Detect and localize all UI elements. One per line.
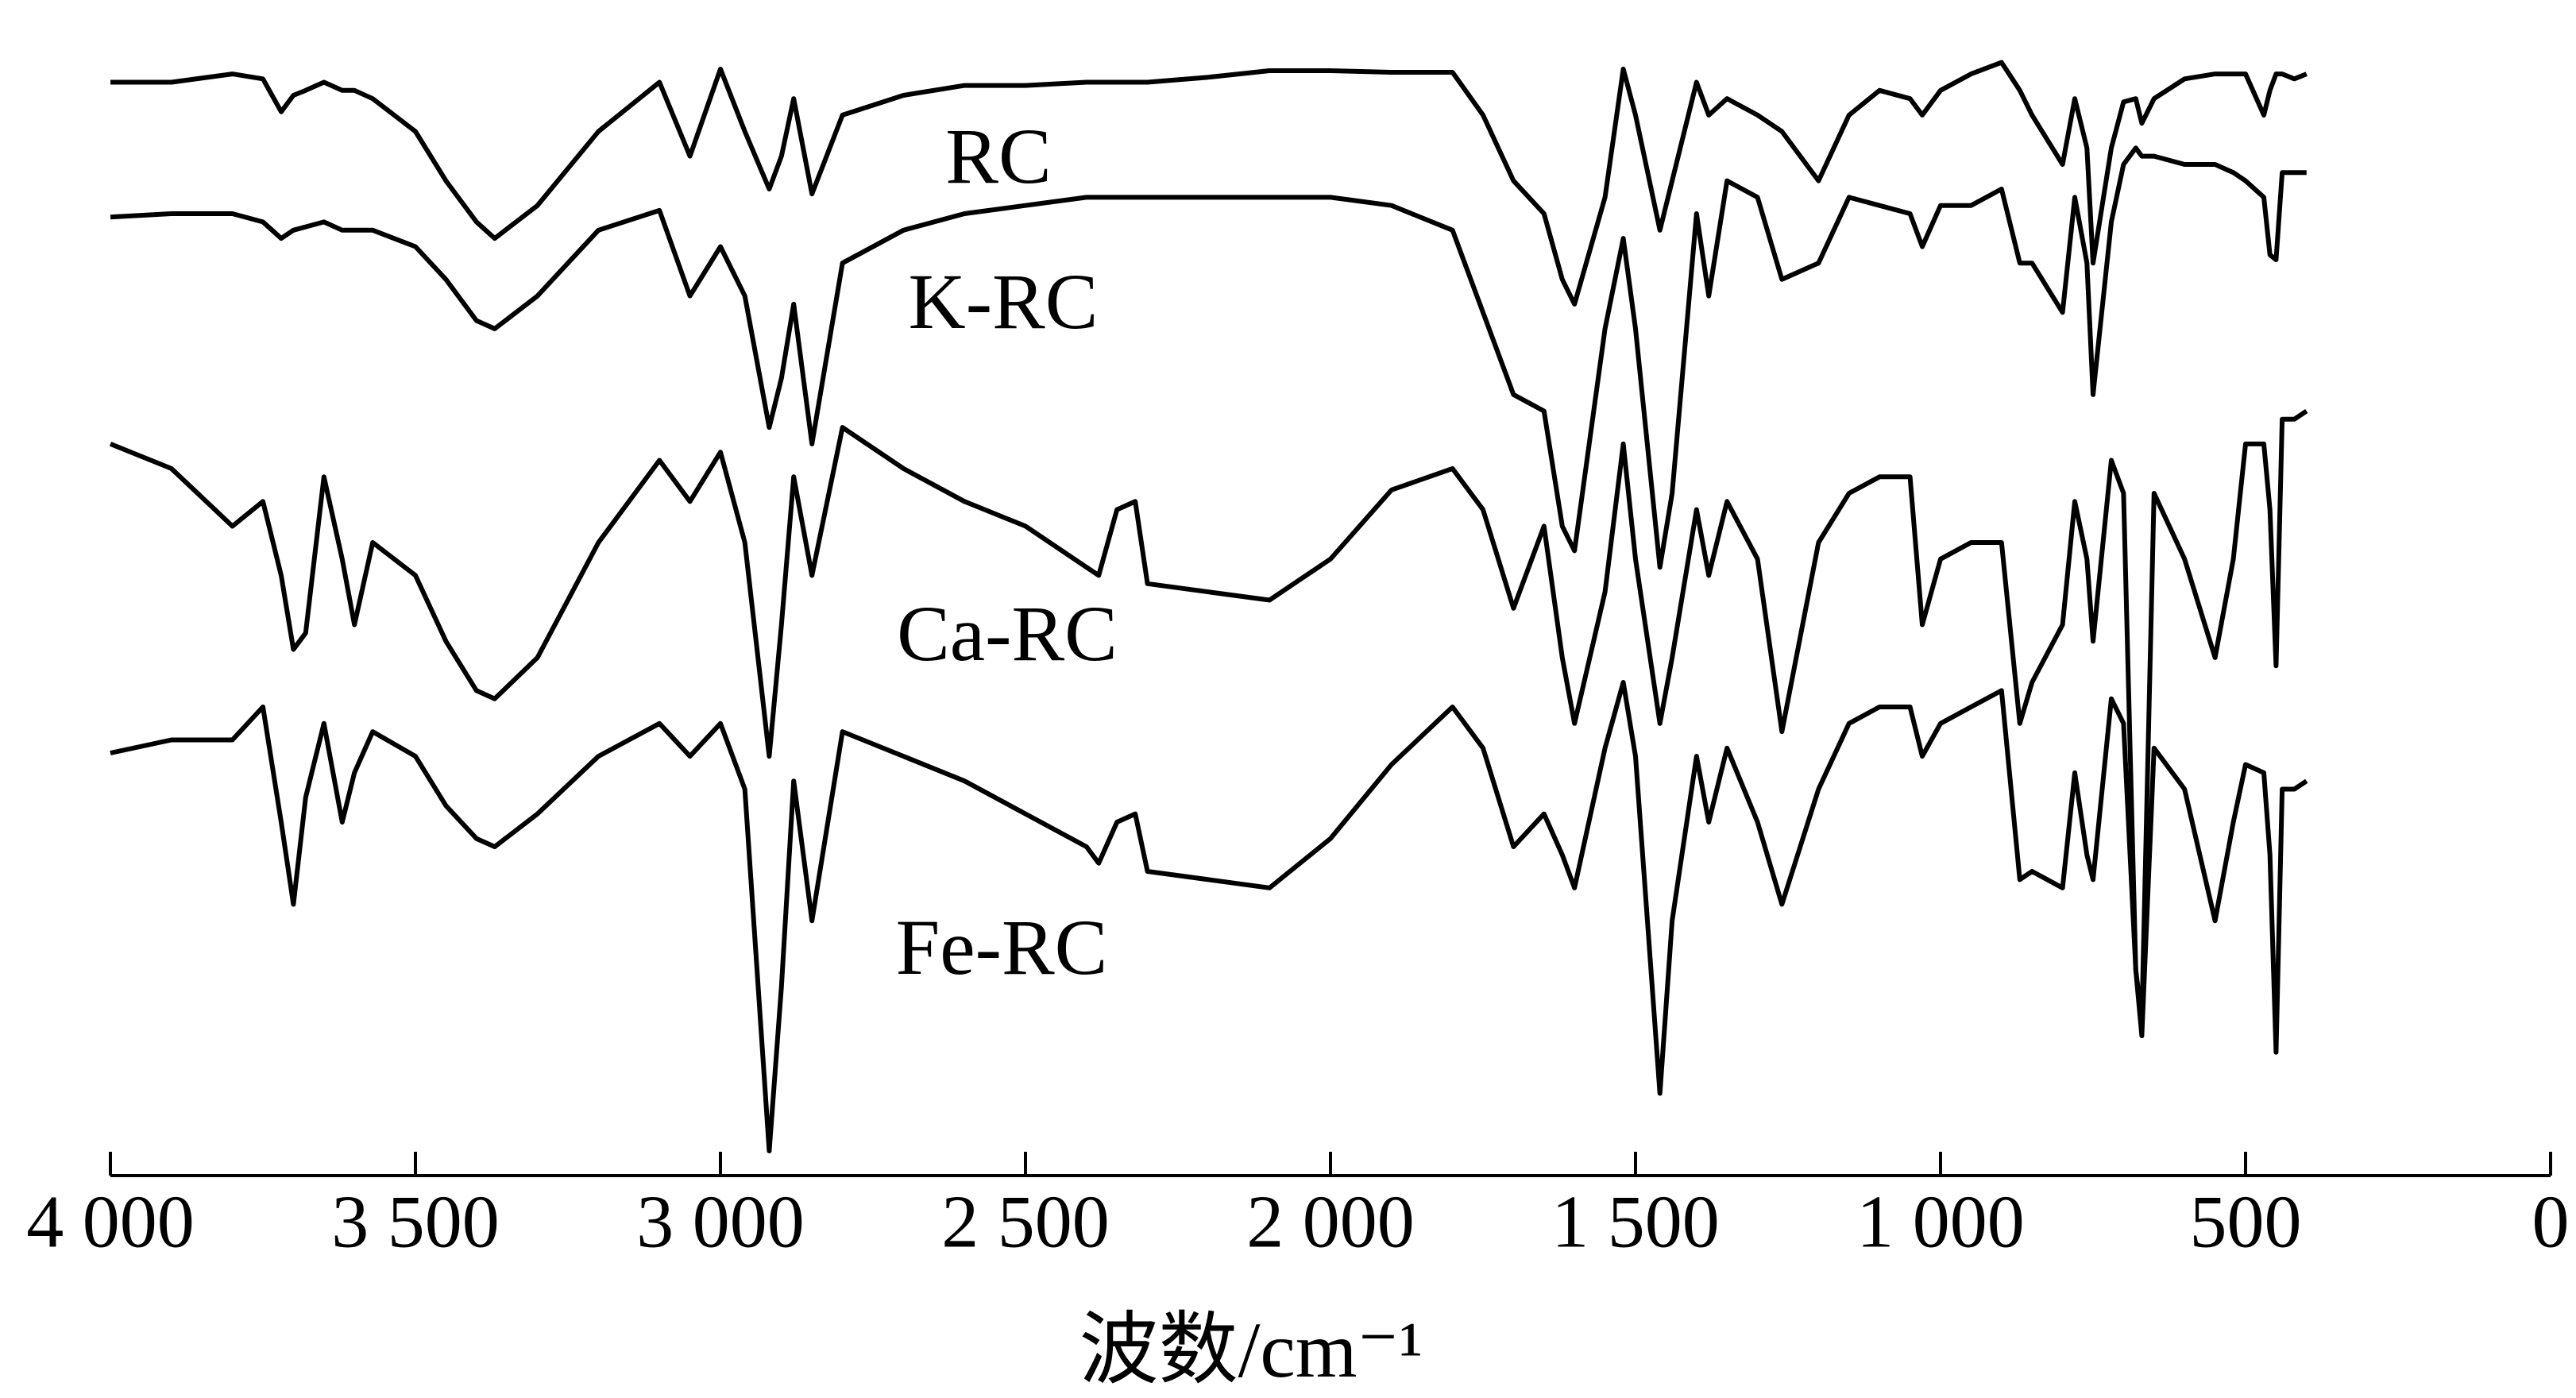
spectrum-line xyxy=(110,145,2307,570)
x-tick-label: 1 000 xyxy=(1856,1181,2025,1264)
series-label: K-RC xyxy=(909,257,1099,346)
series-label: Fe-RC xyxy=(896,903,1108,991)
spectrum-line xyxy=(110,60,2308,307)
x-tick-label: 3 000 xyxy=(636,1181,805,1264)
x-tick-label: 1 500 xyxy=(1551,1181,1720,1264)
x-tick-label: 4 000 xyxy=(26,1181,195,1264)
x-tick-label: 0 xyxy=(2532,1181,2570,1264)
spectrum-line xyxy=(109,409,2308,1022)
series-label: Ca-RC xyxy=(897,589,1118,678)
series-label: RC xyxy=(945,112,1051,200)
x-tick-label: 2 000 xyxy=(1246,1181,1415,1264)
spectrum-line xyxy=(110,680,2308,1153)
x-tick-label: 3 500 xyxy=(331,1181,500,1264)
x-axis-title: 波数/cm⁻¹ xyxy=(1079,1306,1423,1394)
x-tick-label: 500 xyxy=(2190,1181,2302,1264)
x-tick-label: 2 500 xyxy=(941,1181,1110,1264)
